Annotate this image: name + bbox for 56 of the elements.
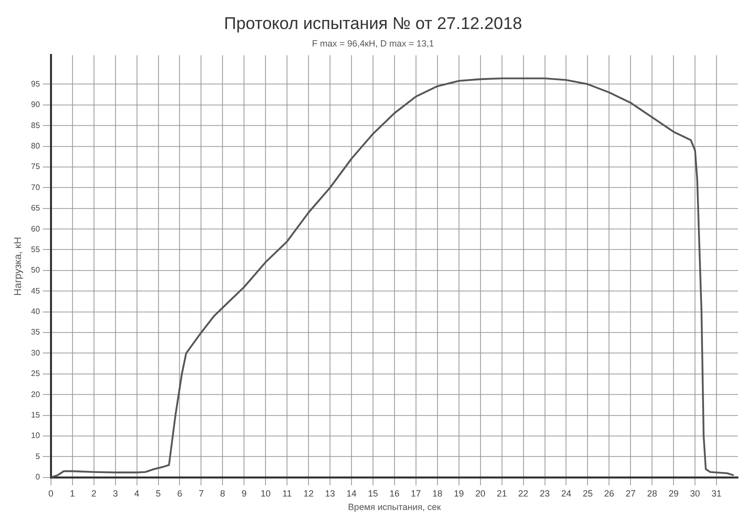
x-tick-label: 9 — [242, 488, 247, 498]
y-tick-label: 35 — [30, 328, 40, 337]
x-tick-label: 29 — [668, 488, 679, 498]
chart-subtitle: F max = 96,4кН, D max = 13,1 — [312, 38, 434, 48]
x-tick-label: 3 — [112, 488, 118, 498]
x-axis-title: Время испытания, сек — [348, 502, 441, 512]
x-tick-label: 31 — [712, 488, 722, 498]
y-tick-label: 15 — [30, 410, 40, 420]
x-tick-label: 21 — [496, 488, 507, 498]
y-tick-label: 30 — [30, 348, 40, 358]
y-tick-label: 50 — [30, 266, 40, 275]
x-tick-label: 30 — [690, 488, 700, 498]
x-tick-label: 27 — [626, 488, 636, 498]
x-tick-label: 0 — [48, 488, 54, 498]
y-tick-label: 25 — [30, 369, 40, 378]
y-tick-label: 90 — [30, 100, 40, 110]
y-tick-label: 80 — [30, 141, 40, 150]
y-tick-label: 45 — [30, 286, 40, 296]
x-tick-label: 4 — [134, 488, 140, 498]
x-tick-label: 7 — [198, 488, 204, 498]
x-tick-label: 22 — [518, 488, 528, 498]
y-tick-label: 0 — [35, 472, 40, 482]
y-tick-label: 60 — [30, 224, 40, 234]
x-tick-label: 15 — [368, 488, 378, 498]
y-tick-label: 55 — [30, 244, 40, 254]
x-tick-label: 12 — [304, 488, 314, 498]
y-tick-label: 10 — [30, 431, 40, 440]
x-tick-label: 10 — [260, 488, 271, 498]
x-tick-label: 17 — [410, 488, 421, 498]
x-tick-label: 28 — [647, 488, 658, 498]
x-tick-label: 16 — [389, 488, 400, 498]
chart-title: Протокол испытания № от 27.12.2018 — [224, 14, 522, 33]
y-tick-label: 40 — [30, 307, 40, 316]
x-tick-label: 14 — [346, 488, 357, 498]
y-tick-label: 75 — [30, 162, 40, 172]
x-tick-label: 2 — [91, 488, 96, 498]
x-tick-label: 18 — [432, 488, 442, 498]
x-tick-label: 1 — [70, 488, 75, 498]
x-tick-label: 5 — [156, 488, 161, 498]
x-tick-label: 13 — [325, 488, 336, 498]
y-tick-label: 95 — [30, 79, 40, 88]
x-tick-label: 11 — [282, 488, 292, 498]
x-tick-label: 24 — [561, 488, 572, 498]
x-tick-label: 20 — [475, 488, 486, 498]
x-tick-label: 8 — [220, 488, 226, 498]
y-tick-label: 5 — [35, 452, 40, 461]
y-tick-label: 70 — [30, 182, 40, 192]
x-tick-label: 6 — [177, 488, 182, 498]
x-tick-label: 25 — [582, 488, 593, 498]
y-tick-label: 85 — [30, 120, 40, 130]
y-tick-label: 20 — [30, 390, 40, 399]
y-axis-title: Нагрузка, кН — [12, 236, 24, 296]
x-tick-label: 23 — [540, 488, 550, 498]
y-tick-label: 65 — [30, 204, 40, 213]
x-tick-label: 26 — [604, 488, 614, 498]
x-tick-label: 19 — [454, 488, 464, 498]
